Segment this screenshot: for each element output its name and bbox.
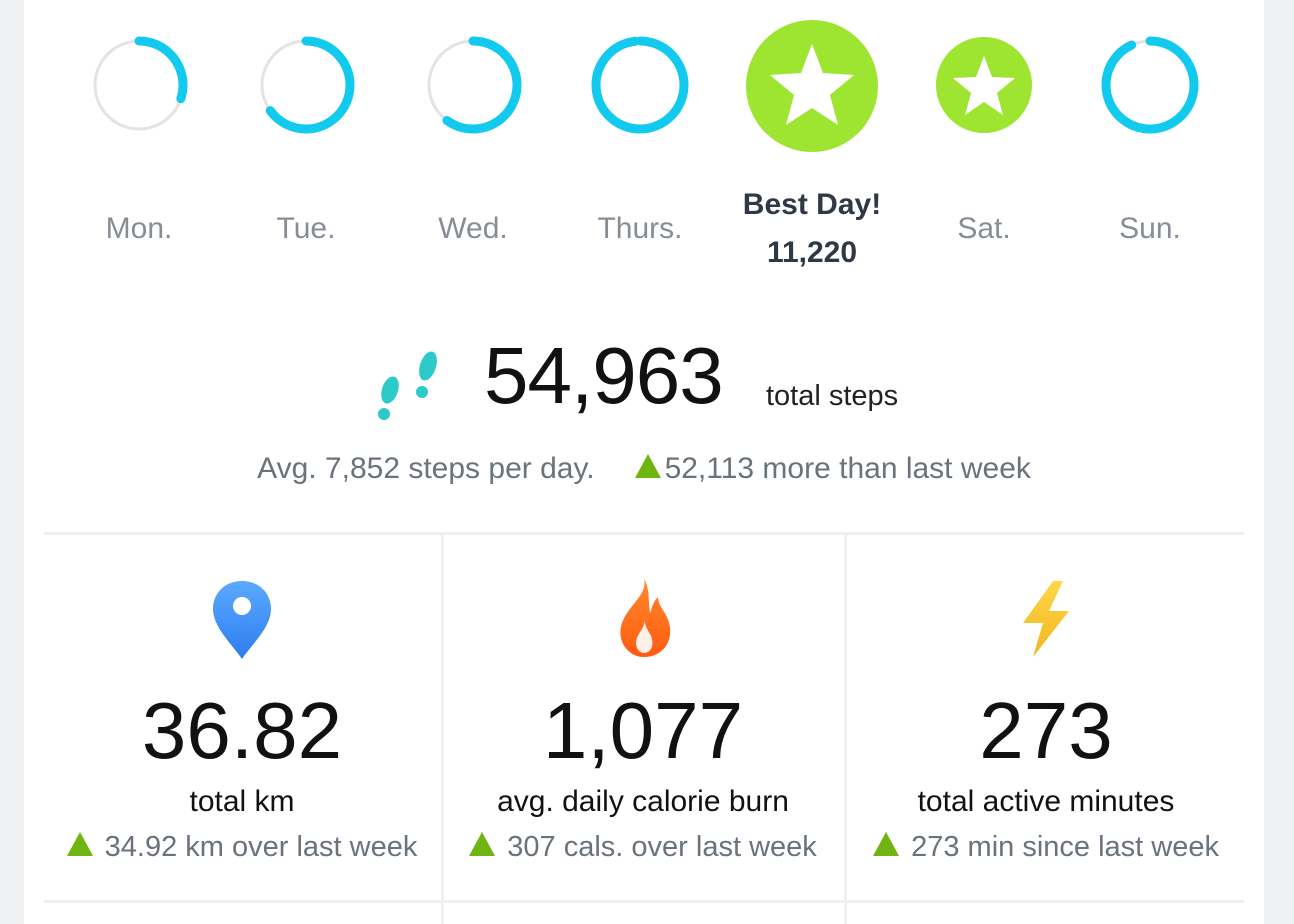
day-wednesday[interactable]: Wed. bbox=[388, 0, 558, 245]
stat-calories[interactable]: 1,077 avg. daily calorie burn 307 cals. … bbox=[445, 535, 841, 901]
stat-distance[interactable]: 36.82 total km 34.92 km over last week bbox=[44, 535, 440, 901]
progress-ring-icon bbox=[90, 36, 188, 134]
total-steps-unit: total steps bbox=[766, 380, 899, 412]
best-day-title: Best Day! bbox=[742, 188, 882, 221]
flame-icon bbox=[620, 579, 671, 657]
day-label: Thurs. bbox=[597, 212, 683, 245]
up-arrow-icon bbox=[469, 832, 496, 856]
location-pin-icon bbox=[213, 581, 271, 659]
stat-label: total active minutes bbox=[917, 785, 1175, 818]
stat-change-text: 34.92 km over last week bbox=[104, 831, 418, 863]
divider bbox=[44, 532, 1244, 535]
divider bbox=[844, 535, 847, 924]
divider bbox=[44, 900, 1244, 903]
up-arrow-icon bbox=[873, 832, 900, 856]
day-label: Mon. bbox=[105, 212, 173, 245]
divider bbox=[441, 535, 444, 924]
steps-summary: Avg. 7,852 steps per day. 52,113 more tha… bbox=[24, 452, 1264, 486]
stat-active-minutes[interactable]: 273 total active minutes 273 min since l… bbox=[848, 535, 1244, 901]
progress-ring-icon bbox=[424, 36, 522, 134]
total-steps-row: 54,963 total steps bbox=[24, 330, 1264, 430]
progress-ring-icon bbox=[591, 36, 689, 134]
day-best-day[interactable]: Best Day! 11,220 bbox=[727, 0, 897, 269]
progress-ring-icon bbox=[1101, 36, 1199, 134]
day-label: Sat. bbox=[957, 212, 1011, 245]
best-day-steps: 11,220 bbox=[766, 236, 858, 269]
footprints-icon bbox=[378, 351, 437, 420]
stat-change: 273 min since last week bbox=[848, 831, 1244, 864]
day-saturday[interactable]: Sat. bbox=[899, 0, 1069, 245]
day-monday[interactable]: Mon. bbox=[54, 0, 224, 245]
star-badge-icon bbox=[936, 37, 1032, 133]
stat-value: 1,077 bbox=[542, 686, 744, 775]
up-arrow-icon bbox=[66, 832, 93, 856]
avg-steps-text: Avg. 7,852 steps per day. bbox=[257, 452, 595, 485]
total-steps-value: 54,963 bbox=[484, 331, 724, 420]
stat-label: avg. daily calorie burn bbox=[497, 785, 789, 818]
progress-ring-icon bbox=[257, 36, 355, 134]
stat-value: 273 bbox=[979, 686, 1113, 775]
day-thursday[interactable]: Thurs. bbox=[555, 0, 725, 245]
stat-value: 36.82 bbox=[141, 686, 343, 775]
stat-change: 34.92 km over last week bbox=[44, 831, 440, 864]
up-arrow-icon bbox=[634, 454, 661, 478]
lightning-icon bbox=[1023, 581, 1069, 657]
day-tuesday[interactable]: Tue. bbox=[221, 0, 391, 245]
day-label: Sun. bbox=[1119, 212, 1181, 245]
star-badge-icon bbox=[746, 20, 878, 152]
steps-change-text: 52,113 more than last week bbox=[664, 452, 1031, 485]
stat-change-text: 273 min since last week bbox=[911, 831, 1219, 863]
weekly-summary-card: Mon. Tue. Wed. Thurs. Best Day! 11,220 bbox=[24, 0, 1264, 924]
day-label: Tue. bbox=[276, 212, 336, 245]
stat-label: total km bbox=[189, 785, 295, 818]
stat-change: 307 cals. over last week bbox=[445, 831, 841, 864]
day-label: Wed. bbox=[438, 212, 508, 245]
day-sunday[interactable]: Sun. bbox=[1065, 0, 1235, 245]
stat-change-text: 307 cals. over last week bbox=[507, 831, 817, 863]
